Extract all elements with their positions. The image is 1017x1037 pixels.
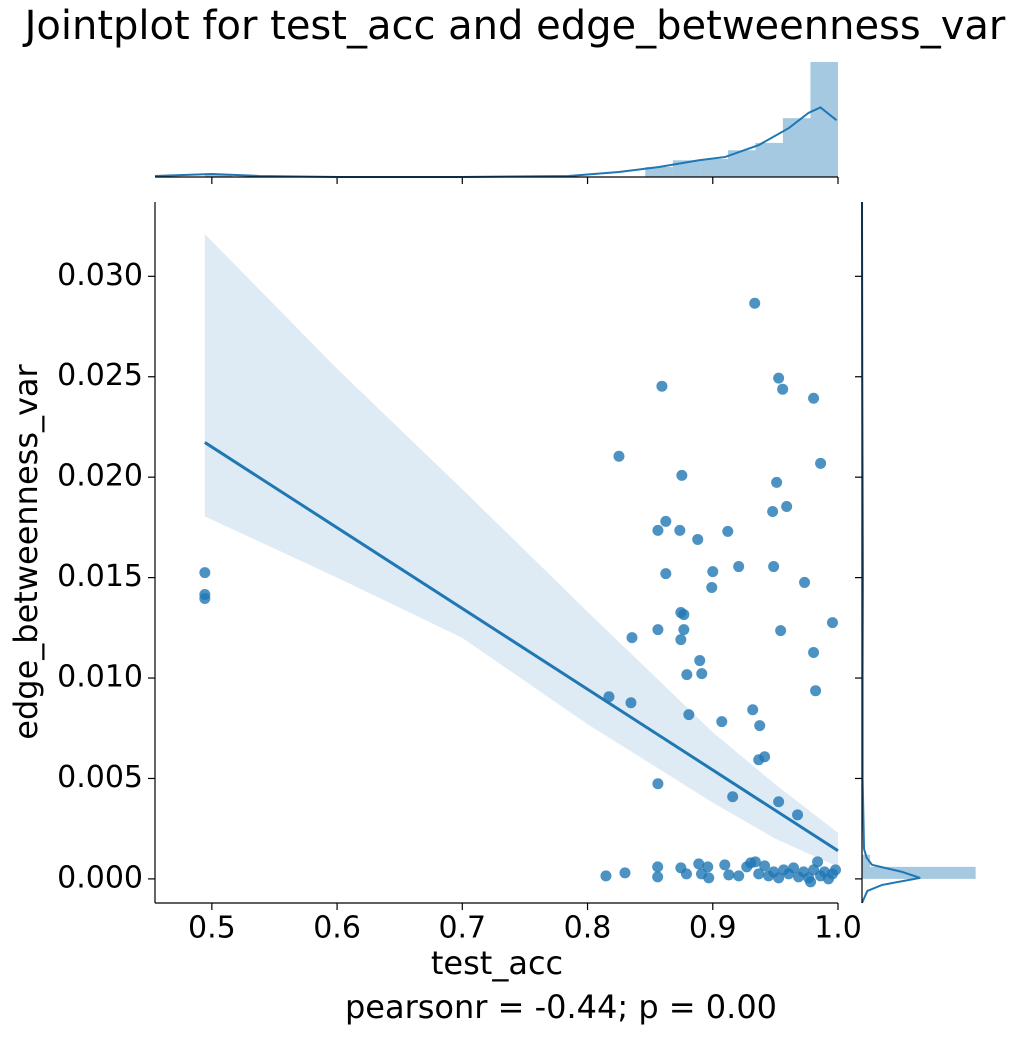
scatter-point	[678, 609, 690, 621]
scatter-point	[723, 869, 735, 881]
kde-curve	[154, 106, 838, 178]
scatter-point	[693, 858, 705, 870]
scatter-point	[626, 632, 638, 644]
x-tick-label: 1.0	[814, 911, 862, 946]
histogram-bar	[862, 854, 871, 867]
scatter-point	[777, 383, 789, 395]
scatter-point	[619, 867, 631, 879]
scatter-point	[603, 691, 615, 703]
scatter-point	[759, 860, 771, 872]
annotation: pearsonr = -0.44; p = 0.00	[345, 988, 777, 1026]
scatter-point	[754, 720, 766, 732]
histogram-bar	[700, 158, 728, 177]
scatter-point	[716, 716, 728, 728]
scatter-point	[808, 647, 820, 659]
y-tick-label: 0.000	[57, 860, 143, 895]
scatter-point	[771, 476, 783, 488]
scatter-point	[694, 655, 706, 667]
scatter-point	[747, 704, 759, 716]
scatter-point	[805, 876, 817, 888]
scatter-point	[753, 868, 765, 880]
scatter-point	[660, 515, 672, 527]
scatter-point	[676, 469, 688, 481]
scatter-point	[773, 872, 785, 884]
scatter-point	[749, 297, 761, 309]
scatter-point	[683, 709, 695, 721]
scatter-point	[674, 524, 686, 536]
scatter-point	[810, 685, 822, 697]
scatter-point	[808, 392, 820, 404]
scatter-point	[678, 624, 690, 636]
scatter-point	[799, 576, 811, 588]
scatter-point	[812, 856, 824, 868]
scatter-point	[692, 533, 704, 545]
scatter-point	[199, 567, 211, 579]
x-axis-label: test_acc	[431, 944, 563, 982]
histogram-bar	[645, 166, 673, 177]
y-tick-label: 0.005	[57, 760, 143, 795]
x-tick-label: 0.8	[564, 911, 612, 946]
scatter-point	[773, 796, 785, 808]
scatter-point	[815, 457, 827, 469]
scatter-point	[656, 380, 668, 392]
y-tick-label: 0.030	[57, 258, 143, 293]
histogram-bar	[810, 62, 838, 177]
scatter-point	[767, 506, 779, 518]
kde-curve	[861, 201, 921, 904]
scatter-point	[703, 872, 715, 884]
scatter-point	[625, 697, 637, 709]
regression-line	[204, 441, 839, 853]
scatter-point	[652, 861, 664, 873]
scatter-point	[753, 754, 765, 766]
scatter-point	[696, 668, 708, 680]
scatter-point	[722, 525, 734, 537]
x-tick-label: 0.6	[313, 911, 361, 946]
scatter-point	[773, 372, 785, 384]
scatter-point	[613, 450, 625, 462]
histogram-bar	[755, 142, 783, 177]
scatter-point	[781, 501, 793, 513]
scatter-point	[775, 625, 787, 637]
histogram-bar	[204, 174, 233, 177]
scatter-point	[727, 791, 739, 803]
scatter-point	[733, 870, 745, 882]
scatter-point	[600, 870, 612, 882]
scatter-point	[768, 561, 780, 573]
scatter-point	[707, 566, 719, 578]
scatter-point	[652, 624, 664, 636]
scatter-point	[826, 617, 838, 629]
chart-title: Jointplot for test_acc and edge_betweenn…	[22, 3, 1006, 49]
scatter-point	[675, 634, 687, 646]
x-tick-label: 0.9	[689, 911, 737, 946]
scatter-point	[829, 864, 841, 876]
y-tick-label: 0.015	[57, 559, 143, 594]
scatter-point	[681, 669, 693, 681]
x-tick-label: 0.7	[438, 911, 486, 946]
scatter-point	[702, 861, 714, 873]
y-tick-label: 0.020	[57, 459, 143, 494]
confidence-band	[204, 234, 839, 867]
scatter-point	[652, 871, 664, 883]
scatter-point	[680, 868, 692, 880]
scatter-point	[788, 862, 800, 874]
scatter-point	[199, 592, 211, 604]
y-axis-label: edge_betweenness_var	[7, 363, 45, 739]
scatter-point	[792, 809, 804, 821]
x-tick-label: 0.5	[188, 911, 236, 946]
histogram-bar	[782, 118, 811, 177]
scatter-point	[733, 561, 745, 573]
scatter-point	[652, 778, 664, 790]
scatter-point	[749, 856, 761, 868]
scatter-point	[706, 581, 718, 593]
scatter-point	[660, 568, 672, 580]
scatter-point	[652, 524, 664, 536]
y-tick-label: 0.010	[57, 660, 143, 695]
y-tick-label: 0.025	[57, 358, 143, 393]
scatter-point	[719, 859, 731, 871]
